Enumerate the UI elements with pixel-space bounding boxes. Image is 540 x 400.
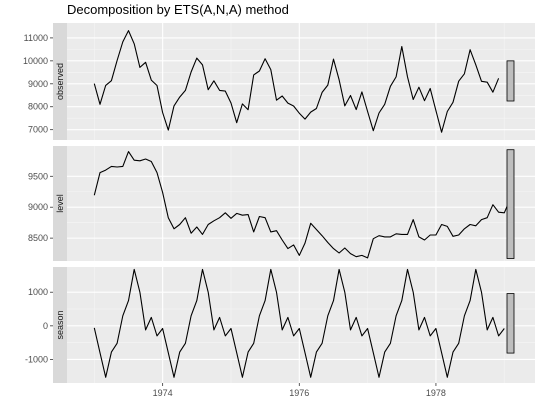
panel-strip: [53, 146, 67, 261]
x-axis: 1974 1976 1978: [153, 383, 446, 398]
panel-season: season -1000 0 1000: [25, 267, 535, 383]
series-line-season: [93, 268, 505, 378]
y-tick-label: 9500: [28, 171, 48, 181]
panel-observed: observed 7000 8000 9000 10000 11000: [23, 23, 535, 140]
range-bar: [506, 293, 515, 354]
panel-level: level 8500 9000 9500: [28, 146, 535, 261]
chart-title: Decomposition by ETS(A,N,A) method: [67, 2, 289, 17]
panel-background: [67, 23, 535, 140]
y-tick-label: 11000: [24, 33, 48, 43]
x-tick-label: 1974: [153, 388, 173, 398]
y-tick-label: 9000: [28, 79, 48, 89]
y-tick-label: 8500: [28, 233, 48, 243]
y-tick-label: 0: [43, 321, 48, 331]
series-line-level: [93, 151, 511, 259]
panel-label-observed: observed: [55, 63, 65, 100]
panel-background: [67, 146, 535, 261]
y-tick-label: -1000: [25, 354, 48, 364]
range-bar: [506, 60, 515, 102]
series-line-observed: [93, 30, 500, 133]
panel-strip: [53, 267, 67, 383]
y-tick-label: 7000: [28, 125, 48, 135]
panel-background: [67, 267, 535, 383]
y-tick-label: 8000: [28, 102, 48, 112]
y-tick-label: 10000: [23, 56, 48, 66]
panel-label-season: season: [55, 310, 65, 339]
y-tick-label: 9000: [28, 202, 48, 212]
panels: observed7000800090001000011000level85009…: [23, 23, 535, 383]
panel-label-level: level: [55, 194, 65, 213]
x-tick-label: 1978: [426, 388, 446, 398]
x-tick-label: 1976: [289, 388, 309, 398]
y-tick-label: 1000: [28, 287, 48, 297]
range-bar: [506, 149, 515, 259]
panel-strip: [53, 23, 67, 140]
